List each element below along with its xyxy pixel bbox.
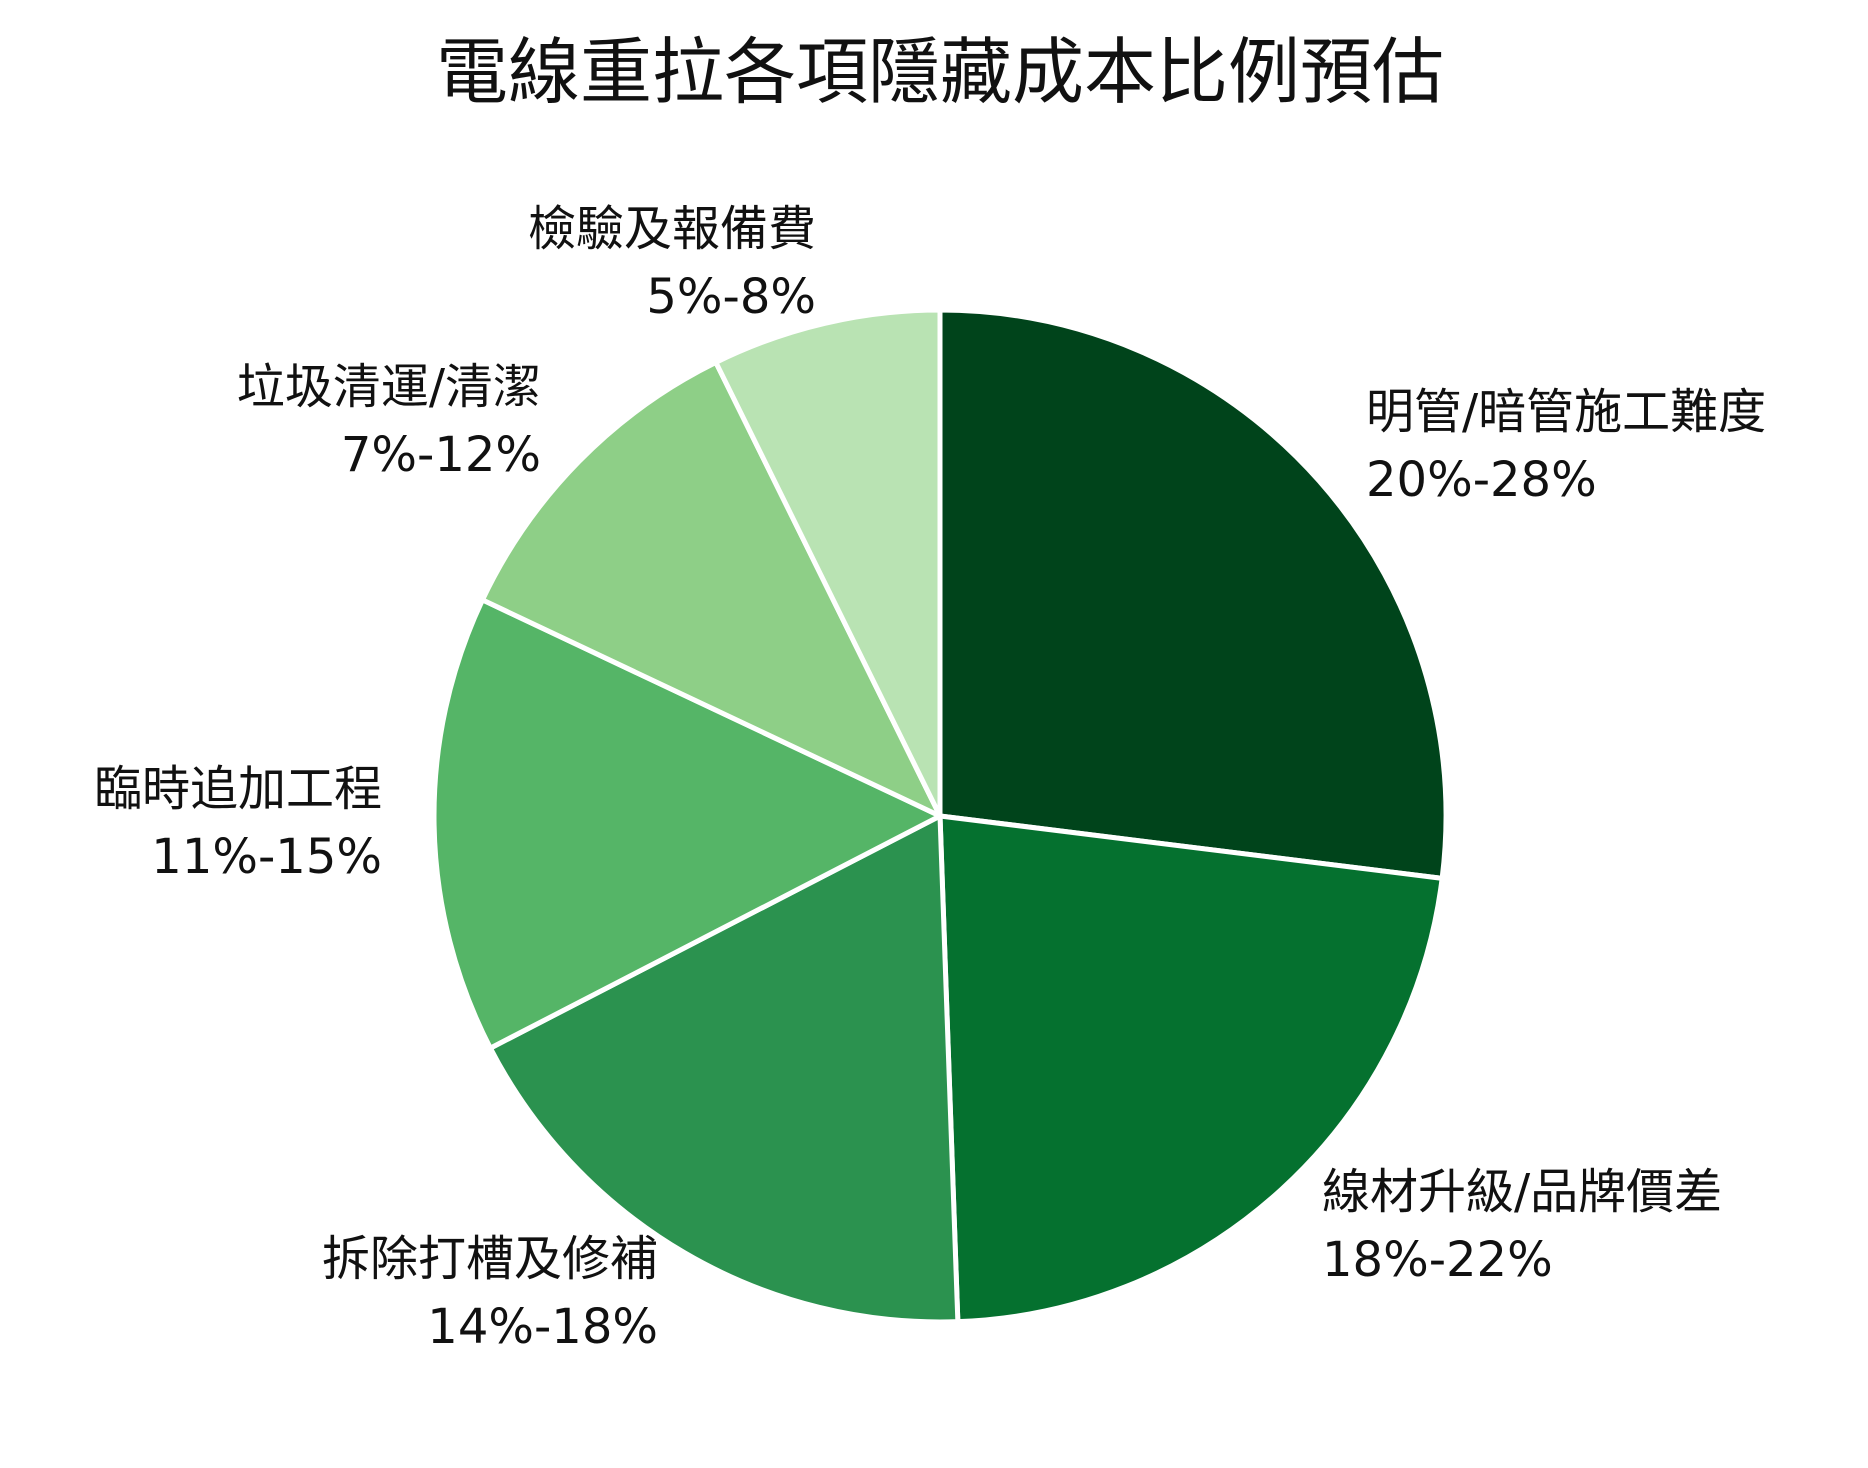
slice-label-3: 拆除打槽及修補 xyxy=(322,1231,658,1287)
slice-label-4: 臨時追加工程 xyxy=(94,761,382,817)
slice-label-1: 明管/暗管施工難度 xyxy=(1366,384,1766,440)
chart-title: 電線重拉各項隱藏成本比例預估 xyxy=(436,30,1444,114)
slice-label-6: 檢驗及報備費 xyxy=(528,201,816,257)
pie-slice-4 xyxy=(431,597,943,1051)
slice-range-label-3: 14%-18% xyxy=(427,1299,658,1355)
slice-range-label-2: 18%-22% xyxy=(1322,1232,1553,1288)
pie-slices xyxy=(431,307,1449,1325)
slice-label-2: 線材升級/品牌價差 xyxy=(1322,1164,1722,1220)
slice-labels: 明管/暗管施工難度 20%-28% 線材升級/品牌價差 18%-22% 拆除打槽及修補 1… xyxy=(94,201,1766,1355)
slice-range-label-6: 5%-8% xyxy=(646,269,816,325)
pie-slice-2 xyxy=(937,813,1445,1325)
pie-slice-6 xyxy=(713,307,943,819)
slice-range-label-1: 20%-28% xyxy=(1366,452,1597,508)
slice-range-label-5: 7%-12% xyxy=(341,427,541,483)
pie-slice-5 xyxy=(479,359,943,819)
pie-slice-3 xyxy=(487,813,961,1325)
slice-range-label-4: 11%-15% xyxy=(151,829,382,885)
slice-label-5: 垃圾清運/清潔 xyxy=(237,359,541,415)
pie-slice-1 xyxy=(937,307,1449,881)
